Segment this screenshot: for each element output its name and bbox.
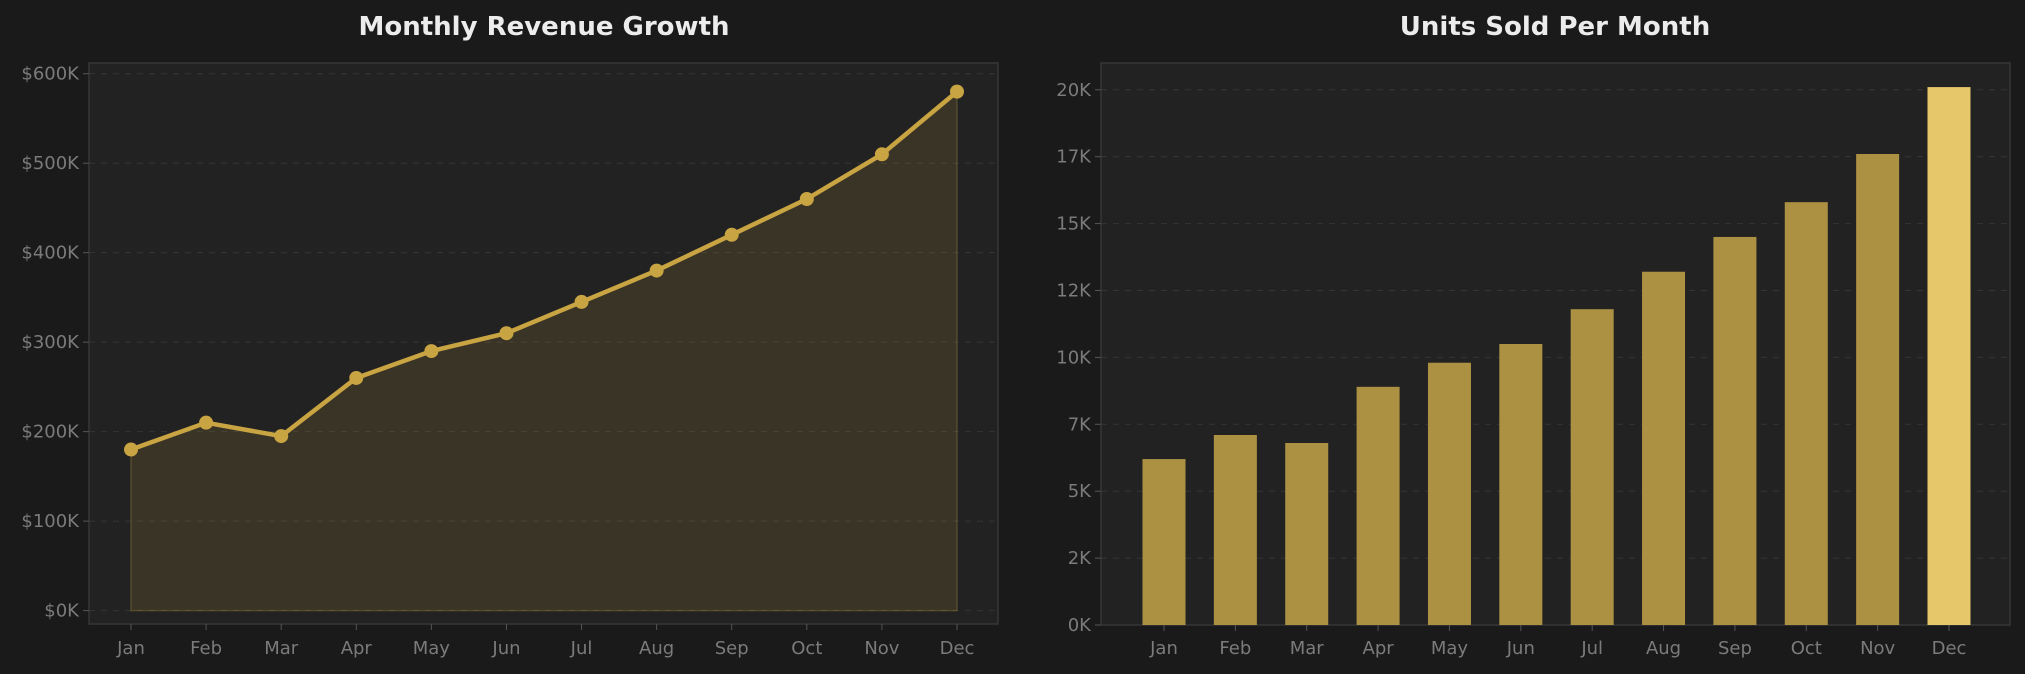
y-tick-label: $600K	[21, 64, 80, 85]
y-tick-label: $500K	[21, 153, 80, 174]
x-tick-label: Oct	[1791, 638, 1822, 659]
x-tick-label: Sep	[715, 638, 749, 659]
bar	[1642, 271, 1686, 625]
x-tick-label: Nov	[1860, 638, 1895, 659]
x-tick-label: Feb	[1219, 638, 1251, 659]
x-tick-label: Jul	[1580, 638, 1603, 659]
x-tick-label: May	[1431, 638, 1469, 659]
data-point	[799, 192, 814, 206]
x-tick-label: Jan	[116, 638, 145, 659]
data-point	[574, 294, 589, 309]
x-tick-label: Sep	[1718, 638, 1752, 659]
bar	[1213, 434, 1257, 625]
x-tick-label: Aug	[1646, 638, 1681, 659]
bar	[1784, 202, 1828, 625]
y-tick-label: $400K	[21, 243, 80, 264]
data-point	[724, 227, 739, 242]
x-tick-label: Mar	[1290, 638, 1325, 659]
y-tick-label: 20K	[1056, 80, 1092, 101]
bar	[1427, 362, 1471, 625]
data-point	[124, 442, 138, 457]
x-tick-label: May	[413, 638, 451, 659]
x-tick-label: Jun	[1506, 638, 1535, 659]
x-tick-label: Apr	[341, 638, 373, 659]
data-point	[499, 326, 514, 341]
bar	[1285, 443, 1329, 625]
bar	[1713, 236, 1757, 625]
data-point	[874, 147, 889, 162]
bar	[1570, 309, 1614, 625]
plot-area	[88, 62, 999, 625]
y-tick-label: $0K	[44, 601, 80, 622]
bar	[1142, 459, 1186, 625]
bar	[1356, 386, 1400, 625]
data-point	[349, 370, 364, 385]
x-tick-label: Aug	[639, 638, 674, 659]
y-tick-label: 0K	[1068, 615, 1092, 636]
x-tick-label: Oct	[791, 638, 822, 659]
y-tick-label: 7K	[1068, 414, 1092, 435]
x-tick-label: Nov	[864, 638, 899, 659]
data-point	[649, 263, 664, 278]
data-point	[199, 415, 214, 430]
y-tick-label: 10K	[1056, 347, 1092, 368]
bar	[1927, 87, 1971, 626]
y-tick-label: 5K	[1068, 481, 1092, 502]
x-tick-label: Mar	[264, 638, 299, 659]
x-tick-label: Jan	[1149, 638, 1178, 659]
y-tick-label: 17K	[1056, 147, 1092, 168]
x-tick-label: Apr	[1363, 638, 1395, 659]
series-line	[128, 89, 960, 452]
x-tick-label: Jun	[491, 638, 520, 659]
bar	[1499, 344, 1543, 625]
data-point	[424, 344, 439, 359]
y-tick-label: $200K	[21, 422, 80, 443]
bar	[1856, 153, 1900, 625]
data-point	[950, 84, 964, 99]
chart-title: Units Sold Per Month	[1400, 12, 1710, 42]
x-tick-label: Jul	[570, 638, 593, 659]
x-tick-label: Dec	[940, 638, 975, 659]
x-tick-label: Feb	[190, 638, 222, 659]
y-tick-label: 15K	[1056, 214, 1092, 235]
y-tick-label: $100K	[21, 511, 80, 532]
y-tick-label: 2K	[1068, 548, 1092, 569]
x-tick-label: Dec	[1932, 638, 1967, 659]
y-tick-label: 12K	[1056, 280, 1092, 301]
data-point	[274, 429, 289, 444]
chart-title: Monthly Revenue Growth	[358, 12, 729, 42]
y-tick-label: $300K	[21, 332, 80, 353]
